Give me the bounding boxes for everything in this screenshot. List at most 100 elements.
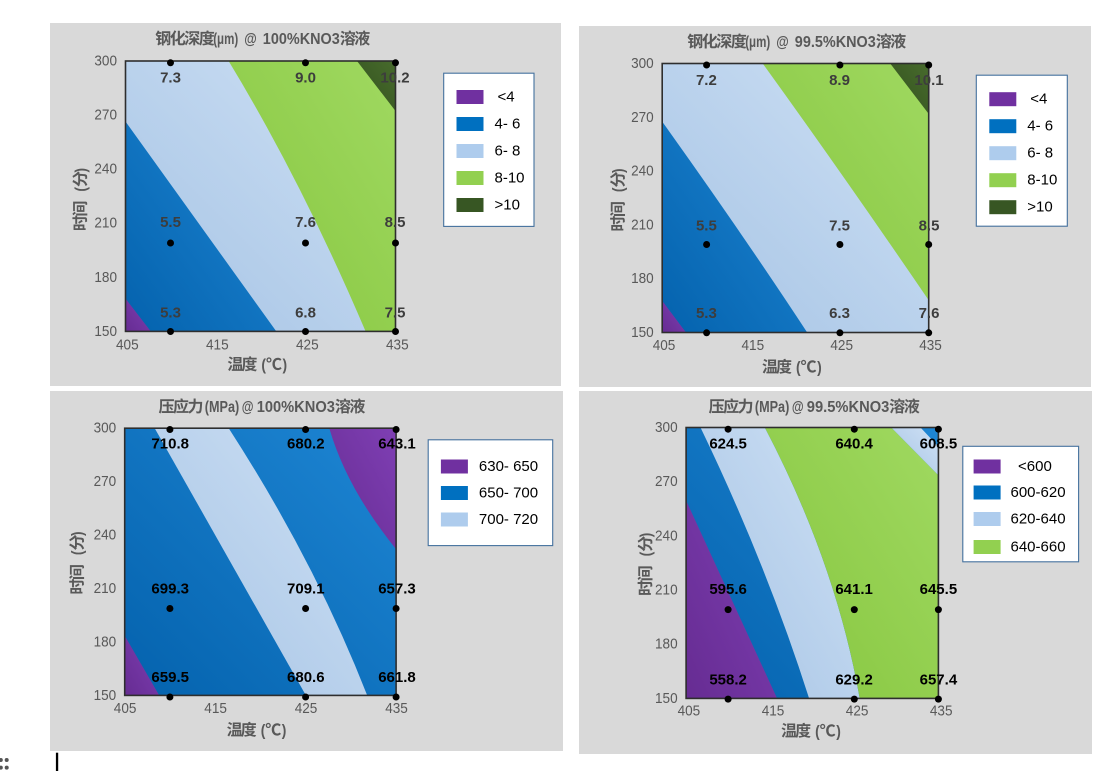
svg-text:<4: <4 xyxy=(1030,91,1047,108)
svg-text:643.1: 643.1 xyxy=(378,436,416,453)
svg-text:180: 180 xyxy=(631,270,654,287)
svg-text:700- 720: 700- 720 xyxy=(479,511,538,528)
svg-text:10.1: 10.1 xyxy=(914,72,943,89)
svg-text:661.8: 661.8 xyxy=(378,669,416,686)
svg-text:150: 150 xyxy=(94,323,117,340)
svg-text:595.6: 595.6 xyxy=(709,581,747,598)
svg-text:6.8: 6.8 xyxy=(295,305,316,322)
svg-text:240: 240 xyxy=(94,161,117,178)
svg-text:): ) xyxy=(817,359,822,376)
svg-text:415: 415 xyxy=(742,337,765,354)
svg-text:300: 300 xyxy=(94,420,117,437)
svg-text:240: 240 xyxy=(94,527,117,544)
svg-text:680.6: 680.6 xyxy=(287,669,325,686)
svg-text:150: 150 xyxy=(94,687,117,704)
svg-text:): ) xyxy=(70,531,87,536)
svg-text:<600: <600 xyxy=(1018,458,1052,475)
svg-text:405: 405 xyxy=(678,702,701,719)
svg-text:405: 405 xyxy=(114,700,137,717)
svg-text:150: 150 xyxy=(655,690,678,707)
svg-text:270: 270 xyxy=(631,109,654,126)
svg-text:657.3: 657.3 xyxy=(378,581,416,598)
svg-text:<4: <4 xyxy=(498,89,515,106)
svg-text:8.9: 8.9 xyxy=(829,72,850,89)
svg-text:180: 180 xyxy=(94,269,117,286)
svg-text:100%KNO3: 100%KNO3 xyxy=(263,31,340,48)
svg-text:): ) xyxy=(638,533,655,538)
svg-text:(: ( xyxy=(638,551,655,556)
svg-text:659.5: 659.5 xyxy=(151,669,189,686)
svg-text:7.6: 7.6 xyxy=(919,305,940,322)
svg-text:(: ( xyxy=(611,187,628,192)
svg-text:600-620: 600-620 xyxy=(1011,484,1066,501)
svg-text:210: 210 xyxy=(655,582,678,599)
svg-text:435: 435 xyxy=(930,702,953,719)
svg-text:415: 415 xyxy=(204,700,227,717)
svg-text:640-660: 640-660 xyxy=(1011,539,1066,556)
svg-text:7.2: 7.2 xyxy=(696,72,717,89)
svg-text:180: 180 xyxy=(94,634,117,651)
svg-text:5.3: 5.3 xyxy=(696,305,717,322)
svg-text:(MPa): (MPa) xyxy=(205,399,239,416)
svg-text:240: 240 xyxy=(655,527,678,544)
svg-text:210: 210 xyxy=(94,215,117,232)
svg-text:645.5: 645.5 xyxy=(920,581,958,598)
svg-text:@: @ xyxy=(776,34,789,51)
svg-text:710.8: 710.8 xyxy=(151,436,189,453)
svg-text:(: ( xyxy=(261,357,266,374)
svg-text:9.0: 9.0 xyxy=(295,70,316,87)
svg-text:270: 270 xyxy=(94,473,117,490)
svg-text:8.5: 8.5 xyxy=(919,217,940,234)
svg-text:300: 300 xyxy=(631,55,654,72)
svg-text:4- 6: 4- 6 xyxy=(495,116,521,133)
svg-text:6- 8: 6- 8 xyxy=(495,143,521,160)
svg-text:425: 425 xyxy=(296,336,319,353)
svg-text:10.2: 10.2 xyxy=(380,70,409,87)
svg-text:8-10: 8-10 xyxy=(495,170,525,187)
svg-text:210: 210 xyxy=(631,216,654,233)
svg-text:300: 300 xyxy=(655,419,678,436)
svg-text:>10: >10 xyxy=(495,197,520,214)
svg-text:150: 150 xyxy=(631,324,654,341)
svg-text:(: ( xyxy=(70,550,87,555)
svg-text:99.5%KNO3: 99.5%KNO3 xyxy=(795,34,876,51)
svg-text:435: 435 xyxy=(919,337,942,354)
svg-text:7.5: 7.5 xyxy=(829,217,850,234)
svg-text:641.1: 641.1 xyxy=(835,581,873,598)
svg-text:5.3: 5.3 xyxy=(160,305,181,322)
svg-text:630- 650: 630- 650 xyxy=(479,458,538,475)
svg-text:650- 700: 650- 700 xyxy=(479,485,538,502)
svg-text:@: @ xyxy=(792,399,804,416)
svg-text:>10: >10 xyxy=(1027,199,1052,216)
svg-text:405: 405 xyxy=(116,336,139,353)
svg-text:415: 415 xyxy=(762,702,785,719)
svg-text:270: 270 xyxy=(94,107,117,124)
svg-text:6.3: 6.3 xyxy=(829,305,850,322)
svg-text:(: ( xyxy=(815,723,820,740)
svg-text:5.5: 5.5 xyxy=(696,217,717,234)
svg-text:(: ( xyxy=(73,186,90,191)
svg-text:(: ( xyxy=(261,722,266,739)
svg-text:): ) xyxy=(836,723,841,740)
svg-text:640.4: 640.4 xyxy=(835,436,873,453)
svg-text:300: 300 xyxy=(94,53,117,70)
svg-text:425: 425 xyxy=(830,337,853,354)
svg-text:405: 405 xyxy=(653,337,676,354)
svg-text:99.5%KNO3: 99.5%KNO3 xyxy=(807,399,890,416)
svg-text:435: 435 xyxy=(386,336,409,353)
svg-text:425: 425 xyxy=(846,702,869,719)
svg-text:7.6: 7.6 xyxy=(295,214,316,231)
svg-text:): ) xyxy=(282,722,287,739)
svg-text:629.2: 629.2 xyxy=(835,671,873,688)
svg-text:699.3: 699.3 xyxy=(151,581,189,598)
svg-text:240: 240 xyxy=(631,163,654,180)
svg-text:620-640: 620-640 xyxy=(1011,511,1066,528)
svg-text:(MPa): (MPa) xyxy=(755,399,789,416)
svg-text:270: 270 xyxy=(655,473,678,490)
svg-text:4- 6: 4- 6 xyxy=(1027,118,1053,135)
svg-text:7.5: 7.5 xyxy=(385,305,406,322)
svg-text:): ) xyxy=(611,168,628,173)
svg-text:8.5: 8.5 xyxy=(385,214,406,231)
svg-text:): ) xyxy=(73,168,90,173)
svg-text:5.5: 5.5 xyxy=(160,214,181,231)
